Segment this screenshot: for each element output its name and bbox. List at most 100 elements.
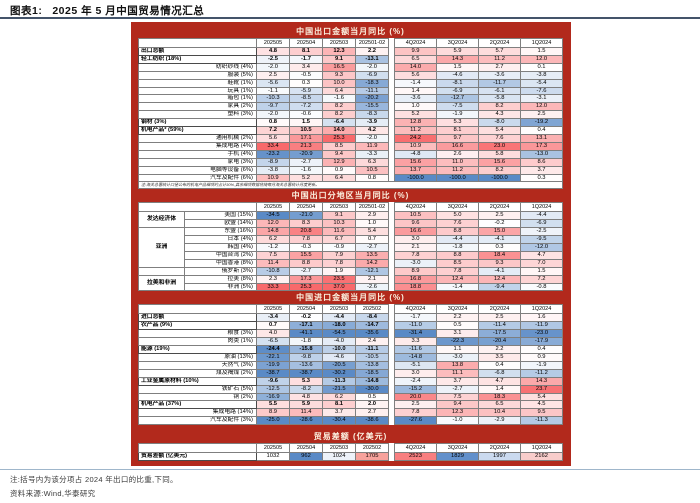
data-cell: 33.4	[256, 141, 290, 151]
row-label: 拉美 (8%)	[184, 274, 257, 284]
data-cell: -0.3	[289, 243, 323, 252]
data-cell: -41.1	[289, 329, 323, 339]
data-cell: 1.5	[289, 118, 323, 128]
data-cell: 2.7	[355, 408, 389, 418]
data-cell: -11.6	[394, 345, 437, 354]
data-cell: 13.1	[520, 133, 563, 143]
data-cell: 0.7	[256, 321, 290, 331]
column-gap	[388, 377, 395, 386]
row-label: 粮食 (3%)	[138, 329, 257, 339]
data-table: 202505 202504 202503 202501-02 4Q2024 3Q2024 2…	[138, 202, 563, 292]
data-cell: 2523	[394, 452, 437, 462]
data-cell: -0.5	[289, 70, 323, 80]
data-cell: 8.2	[478, 165, 521, 175]
column-header: 202503	[322, 304, 356, 315]
data-cell: 2.2	[436, 313, 479, 323]
column-header: 202501-02	[355, 202, 389, 213]
row-label: 汽车及配件 (3%)	[138, 416, 257, 426]
data-cell: 2.9	[355, 211, 389, 221]
data-cell: 2.6	[436, 149, 479, 159]
data-cell: 7.8	[322, 258, 356, 268]
row-label: 俄罗斯 (3%)	[184, 266, 257, 276]
data-cell: 5.5	[256, 400, 290, 410]
data-cell: 13.8	[436, 360, 479, 370]
row-label: 中国台湾 (2%)	[184, 250, 257, 260]
column-header: 3Q2024	[436, 304, 479, 315]
data-cell: 15.5	[289, 250, 323, 260]
data-cell: 12.0	[520, 54, 563, 64]
data-cell: 7.5	[256, 250, 290, 260]
data-cell: 16.5	[322, 62, 356, 72]
data-cell: -2.6	[355, 282, 389, 292]
data-cell: -22.3	[436, 337, 479, 347]
data-cell: 17.1	[289, 133, 323, 143]
data-cell: 12.3	[436, 408, 479, 418]
data-cell: -10.3	[256, 94, 290, 104]
data-cell: 2.5	[394, 400, 437, 410]
data-cell: 2.5	[256, 70, 290, 80]
data-cell: -3.8	[256, 165, 290, 175]
data-table: 202505 202504 202503 202501-02 4Q2024 3Q2024 2…	[138, 38, 563, 190]
data-cell: -6.9	[520, 219, 563, 229]
data-cell: 7.2	[256, 126, 290, 135]
column-gap	[388, 416, 395, 425]
data-cell: 9.3	[478, 258, 521, 268]
data-cell: -3.0	[394, 258, 437, 268]
data-cell: 20.8	[289, 227, 323, 237]
data-cell: -2.4	[394, 376, 437, 386]
data-cell: 3.4	[289, 62, 323, 72]
table-section-export-products: 中国出口金额当月同比 (%) 202505 202504 202503 202501-0…	[138, 25, 563, 190]
data-cell: -11.3	[322, 376, 356, 386]
data-cell: 17.3	[289, 274, 323, 284]
data-cell: -15.2	[394, 384, 437, 394]
data-cell: 962	[289, 452, 323, 462]
data-cell: 8.1	[436, 126, 479, 135]
data-cell: 0.7	[355, 235, 389, 245]
data-cell: -9.7	[256, 102, 290, 112]
data-cell: -17.1	[289, 321, 323, 331]
data-cell: 0.3	[478, 243, 521, 252]
data-cell: 14.8	[256, 227, 290, 237]
data-cell: 2.5	[478, 211, 521, 221]
column-gap	[388, 71, 395, 80]
data-cell: 1829	[436, 452, 479, 462]
data-cell: -9.6	[256, 376, 290, 386]
row-label: 美国 (15%)	[184, 211, 257, 221]
row-label: 箱包 (1%)	[138, 94, 257, 104]
column-header: 2Q2024	[478, 202, 521, 213]
column-gap	[388, 211, 395, 220]
data-cell: -3.1	[520, 94, 563, 104]
data-cell: -11.9	[520, 321, 563, 331]
data-cell: 7.9	[322, 250, 356, 260]
corner-cell	[138, 443, 257, 454]
row-label: 铜 (2%)	[138, 392, 257, 402]
data-cell: -23.0	[520, 329, 563, 339]
data-cell: 8.5	[322, 141, 356, 151]
row-label: 出口总额	[138, 47, 257, 56]
data-cell: 2.7	[478, 62, 521, 72]
column-gap	[388, 337, 395, 346]
data-cell: 5.0	[436, 211, 479, 221]
data-cell: -28.6	[289, 416, 323, 426]
data-cell: 0.8	[256, 118, 290, 128]
data-cell: 5.2	[394, 110, 437, 120]
data-cell: 9.1	[322, 211, 356, 221]
data-cell: -4.6	[436, 70, 479, 80]
data-cell: 1.1	[436, 345, 479, 354]
data-cell: 3.0	[394, 368, 437, 378]
column-header: 1Q2024	[520, 202, 563, 213]
data-cell: -3.6	[478, 70, 521, 80]
data-cell: -8.9	[256, 157, 290, 167]
data-cell: 12.8	[394, 118, 437, 128]
row-label: 工业金属原材料 (10%)	[138, 376, 257, 386]
data-cell: -9.5	[520, 235, 563, 245]
row-label: 手机 (4%)	[138, 149, 257, 159]
data-cell: 1.4	[478, 384, 521, 394]
column-header: 202505	[256, 304, 290, 315]
data-cell: -12.1	[355, 266, 389, 276]
data-cell: 6.2	[322, 392, 356, 402]
data-cell: 25.3	[289, 282, 323, 292]
data-cell: -12.0	[520, 243, 563, 252]
data-cell: 7.8	[394, 250, 437, 260]
data-cell: 6.3	[355, 157, 389, 167]
